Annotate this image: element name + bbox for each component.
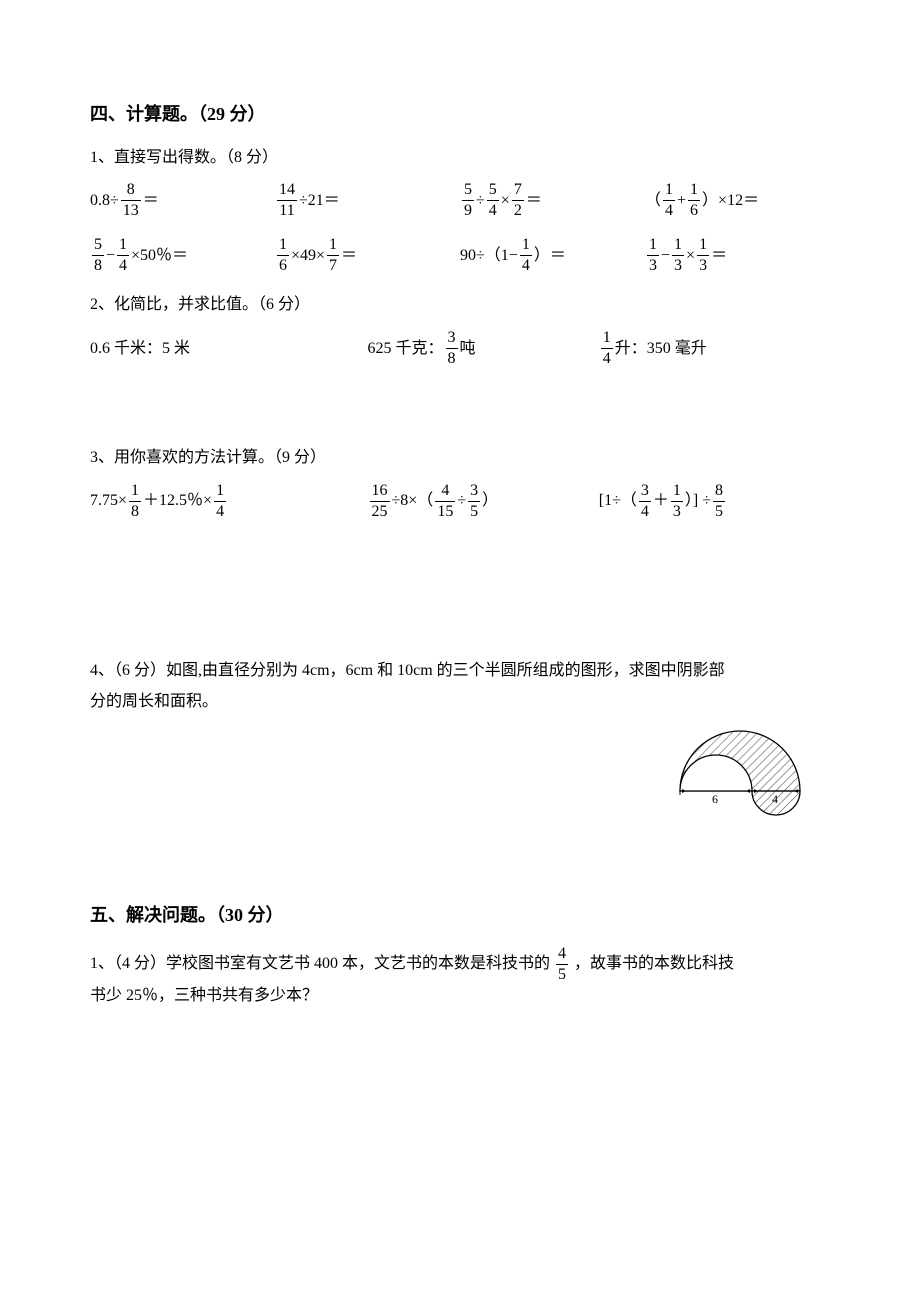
- txt: ）] ÷: [685, 488, 711, 514]
- txt: ÷8×（: [392, 488, 434, 514]
- s4-q1-r1c1: 0.8÷ 8 13 ＝: [90, 182, 275, 219]
- spacer: [90, 841, 830, 901]
- txt: ÷: [457, 488, 466, 514]
- txt: [1÷（: [599, 488, 637, 514]
- frac: 59: [462, 182, 474, 219]
- s4-q3-title: 3、用你喜欢的方法计算。（9 分）: [90, 445, 830, 471]
- txt: ＝: [711, 243, 727, 269]
- s4-q1-r1c4: （ 14 + 16 ）×12＝: [645, 182, 830, 219]
- frac: 415: [435, 483, 455, 520]
- txt: 吨: [460, 336, 476, 362]
- txt: ×: [686, 243, 695, 269]
- section-5-header: 五、解决问题。（30 分）: [90, 901, 830, 930]
- txt: 1、（4 分）学校图书室有文艺书 400 本，文艺书的本数是科技书的: [90, 955, 550, 972]
- txt: ＋: [653, 488, 669, 514]
- frac: 18: [129, 483, 141, 520]
- frac: 14: [214, 483, 226, 520]
- s4-q2-c1: 0.6 千米：5 米: [90, 336, 368, 362]
- txt: −: [106, 243, 115, 269]
- txt: 90÷（1−: [460, 243, 518, 269]
- txt: ）×12＝: [702, 188, 759, 214]
- s4-q3-c3: [1÷（ 34 ＋ 13 ）] ÷ 85: [599, 483, 830, 520]
- txt: ）＝: [534, 243, 566, 269]
- frac: 14: [520, 237, 532, 274]
- s4-q1-title: 1、直接写出得数。（8 分）: [90, 145, 830, 171]
- frac: 13: [671, 483, 683, 520]
- txt: ＋12.5％×: [143, 488, 212, 514]
- s4-q1-r2c2: 16 ×49× 17 ＝: [275, 237, 460, 274]
- txt: 625 千克：: [368, 336, 444, 362]
- label-4: 4: [772, 792, 778, 806]
- s5-q1: 1、（4 分）学校图书室有文艺书 400 本，文艺书的本数是科技书的 4 5 ，…: [90, 946, 830, 983]
- frac: 14 11: [277, 182, 297, 219]
- s4-q2-row: 0.6 千米：5 米 625 千克： 38 吨 14 升：350 毫升: [90, 330, 830, 367]
- frac: 17: [327, 237, 339, 274]
- txt: ＝: [341, 243, 357, 269]
- s4-q3-c1: 7.75× 18 ＋12.5％× 14: [90, 483, 368, 520]
- txt: +: [677, 188, 686, 214]
- frac: 14: [117, 237, 129, 274]
- frac: 13: [697, 237, 709, 274]
- s4-q2-c2: 625 千克： 38 吨: [368, 330, 599, 367]
- txt: （: [645, 188, 661, 214]
- frac: 34: [639, 483, 651, 520]
- s4-q1-r1c3: 59 ÷ 54 × 72 ＝: [460, 182, 645, 219]
- frac: 14: [601, 330, 613, 367]
- txt: ，故事书的本数比科技: [574, 955, 734, 972]
- s5-q1-line2: 书少 25％，三种书共有多少本？: [90, 983, 830, 1009]
- frac: 16: [688, 182, 700, 219]
- s4-q3-c2: 1625 ÷8×（ 415 ÷ 35 ）: [368, 483, 599, 520]
- frac: 8 13: [121, 182, 141, 219]
- txt: ÷21＝: [299, 188, 340, 214]
- txt: ×: [501, 188, 510, 214]
- frac: 13: [647, 237, 659, 274]
- s4-q2-c3: 14 升：350 毫升: [599, 330, 830, 367]
- spacer: [90, 385, 830, 445]
- s4-q3-row: 7.75× 18 ＋12.5％× 14 1625 ÷8×（ 415 ÷ 35 ）…: [90, 483, 830, 520]
- s4-q4-line1: 4、（6 分）如图,由直径分别为 4cm，6cm 和 10cm 的三个半圆所组成…: [90, 658, 830, 684]
- txt: 7.75×: [90, 488, 127, 514]
- txt: ）: [482, 488, 498, 514]
- s4-q2-title: 2、化简比，并求比值。（6 分）: [90, 292, 830, 318]
- frac: 72: [512, 182, 524, 219]
- s4-q1-r2c4: 13 − 13 × 13 ＝: [645, 237, 830, 274]
- txt: ×50％＝: [131, 243, 188, 269]
- section-4-header: 四、计算题。（29 分）: [90, 100, 830, 129]
- frac: 38: [446, 330, 458, 367]
- s4-q1-r2c3: 90÷（1− 14 ）＝: [460, 237, 645, 274]
- s4-q1-r1c2: 14 11 ÷21＝: [275, 182, 460, 219]
- txt: −: [661, 243, 670, 269]
- frac: 13: [672, 237, 684, 274]
- label-6: 6: [712, 792, 718, 806]
- s4-q1-row2: 58 − 14 ×50％＝ 16 ×49× 17 ＝ 90÷（1− 14 ）＝ …: [90, 237, 830, 274]
- txt: 0.6 千米：5 米: [90, 336, 190, 362]
- txt: ×49×: [291, 243, 325, 269]
- s4-q1-r2c1: 58 − 14 ×50％＝: [90, 237, 275, 274]
- spacer: [90, 538, 830, 658]
- s4-q1-row1: 0.8÷ 8 13 ＝ 14 11 ÷21＝ 59 ÷ 54 × 72 ＝: [90, 182, 830, 219]
- txt: ＝: [143, 188, 159, 214]
- txt: ＝: [526, 188, 542, 214]
- frac: 1625: [370, 483, 390, 520]
- frac: 85: [713, 483, 725, 520]
- txt: 升：350 毫升: [615, 336, 707, 362]
- frac: 14: [663, 182, 675, 219]
- frac: 16: [277, 237, 289, 274]
- s4-q4-diagram-wrap: 6 4: [90, 711, 830, 821]
- semicircle-diagram: 6 4: [660, 711, 830, 821]
- frac: 58: [92, 237, 104, 274]
- frac: 4 5: [556, 946, 568, 983]
- frac: 35: [468, 483, 480, 520]
- txt: 0.8÷: [90, 188, 119, 214]
- txt: ÷: [476, 188, 485, 214]
- frac: 54: [487, 182, 499, 219]
